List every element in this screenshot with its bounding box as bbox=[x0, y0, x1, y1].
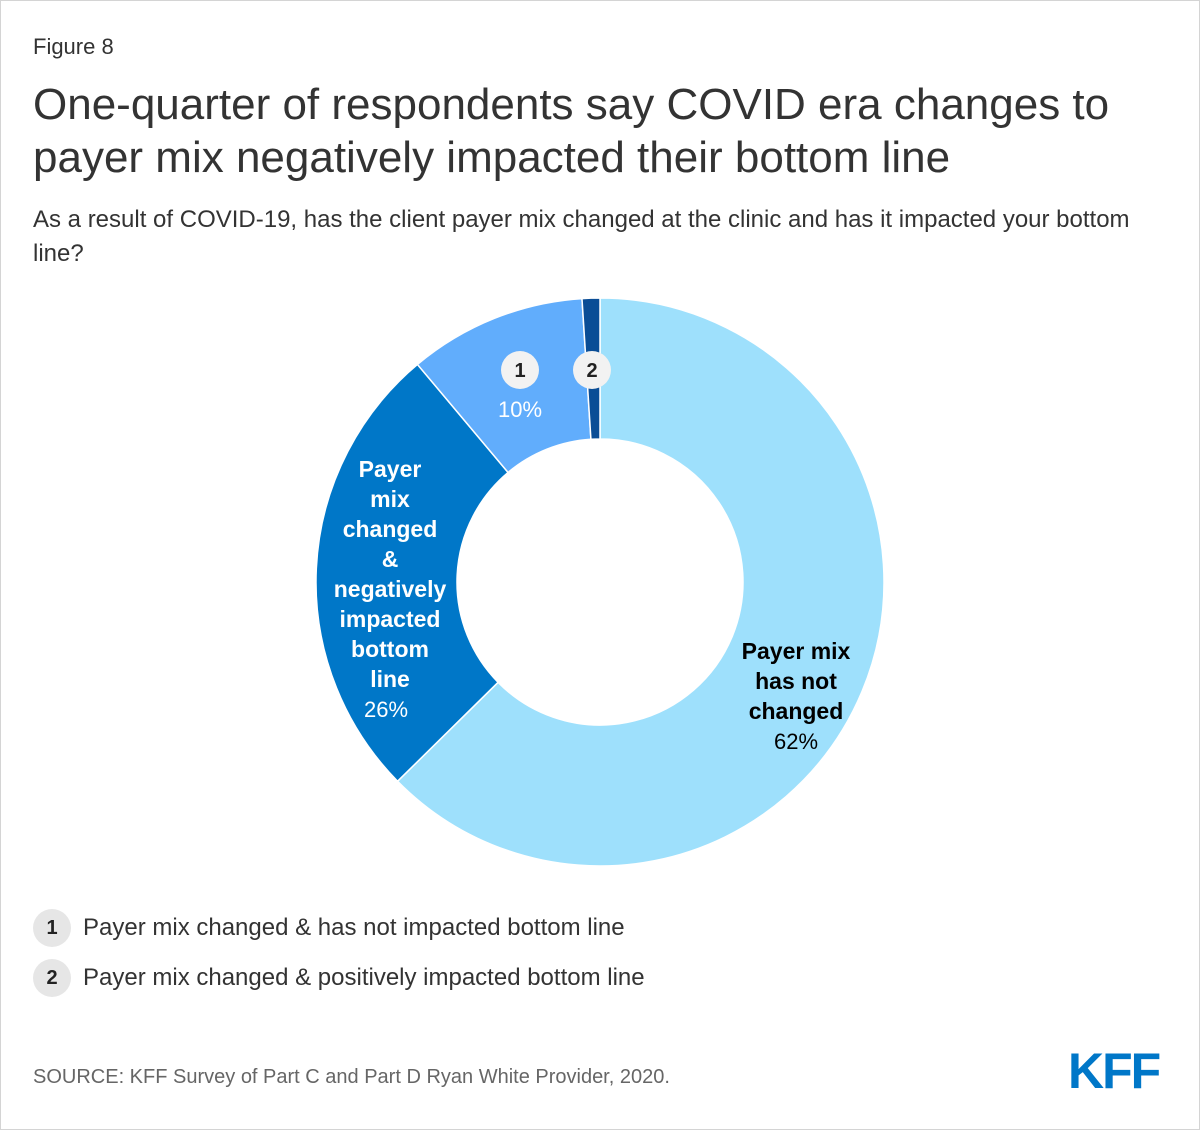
figure-label: Figure 8 bbox=[33, 34, 114, 59]
donut-chart: Payer mix has not changed 62% Payer mix change… bbox=[315, 297, 885, 867]
label-negative-line-7: bottom bbox=[351, 636, 429, 662]
badge-label-1: 1 bbox=[514, 360, 525, 382]
label-negative-line-2: mix bbox=[370, 486, 410, 512]
legend-badge-2: 2 bbox=[33, 959, 71, 997]
value-negative: 26% bbox=[364, 697, 408, 722]
slice-negative bbox=[315, 363, 510, 783]
slice-not-changed bbox=[396, 297, 885, 867]
value-not-changed: 62% bbox=[774, 729, 818, 754]
legend-badge-1: 1 bbox=[33, 909, 71, 947]
label-negative-line-1: Payer bbox=[359, 456, 422, 482]
badge-label-2: 2 bbox=[586, 360, 597, 382]
chart-title: One-quarter of respondents say COVID era… bbox=[33, 80, 1110, 182]
legend-item-2: 2 Payer mix changed & positively impacte… bbox=[33, 958, 645, 998]
label-not-changed-line-2: has not bbox=[755, 668, 837, 694]
legend-label-1: Payer mix changed & has not impacted bot… bbox=[83, 914, 625, 941]
legend: 1 Payer mix changed & has not impacted b… bbox=[33, 908, 645, 1008]
legend-label-2: Payer mix changed & positively impacted … bbox=[83, 964, 645, 991]
badge-circle-2 bbox=[573, 351, 611, 389]
badge-circle-1 bbox=[501, 351, 539, 389]
value-no-impact: 10% bbox=[498, 397, 542, 422]
label-negative-line-8: line bbox=[370, 666, 410, 692]
source-note: SOURCE: KFF Survey of Part C and Part D … bbox=[33, 1066, 670, 1088]
label-negative-line-5: negatively bbox=[334, 576, 447, 602]
chart-subtitle: As a result of COVID-19, has the client … bbox=[33, 206, 1130, 267]
label-negative-line-6: impacted bbox=[340, 606, 441, 632]
kff-logo: KFF bbox=[1068, 1043, 1161, 1099]
legend-item-1: 1 Payer mix changed & has not impacted b… bbox=[33, 908, 645, 948]
label-negative-line-3: changed bbox=[343, 516, 438, 542]
label-not-changed-line-3: changed bbox=[749, 698, 844, 724]
label-not-changed-line-1: Payer mix bbox=[742, 638, 851, 664]
label-negative-line-4: & bbox=[382, 546, 399, 572]
